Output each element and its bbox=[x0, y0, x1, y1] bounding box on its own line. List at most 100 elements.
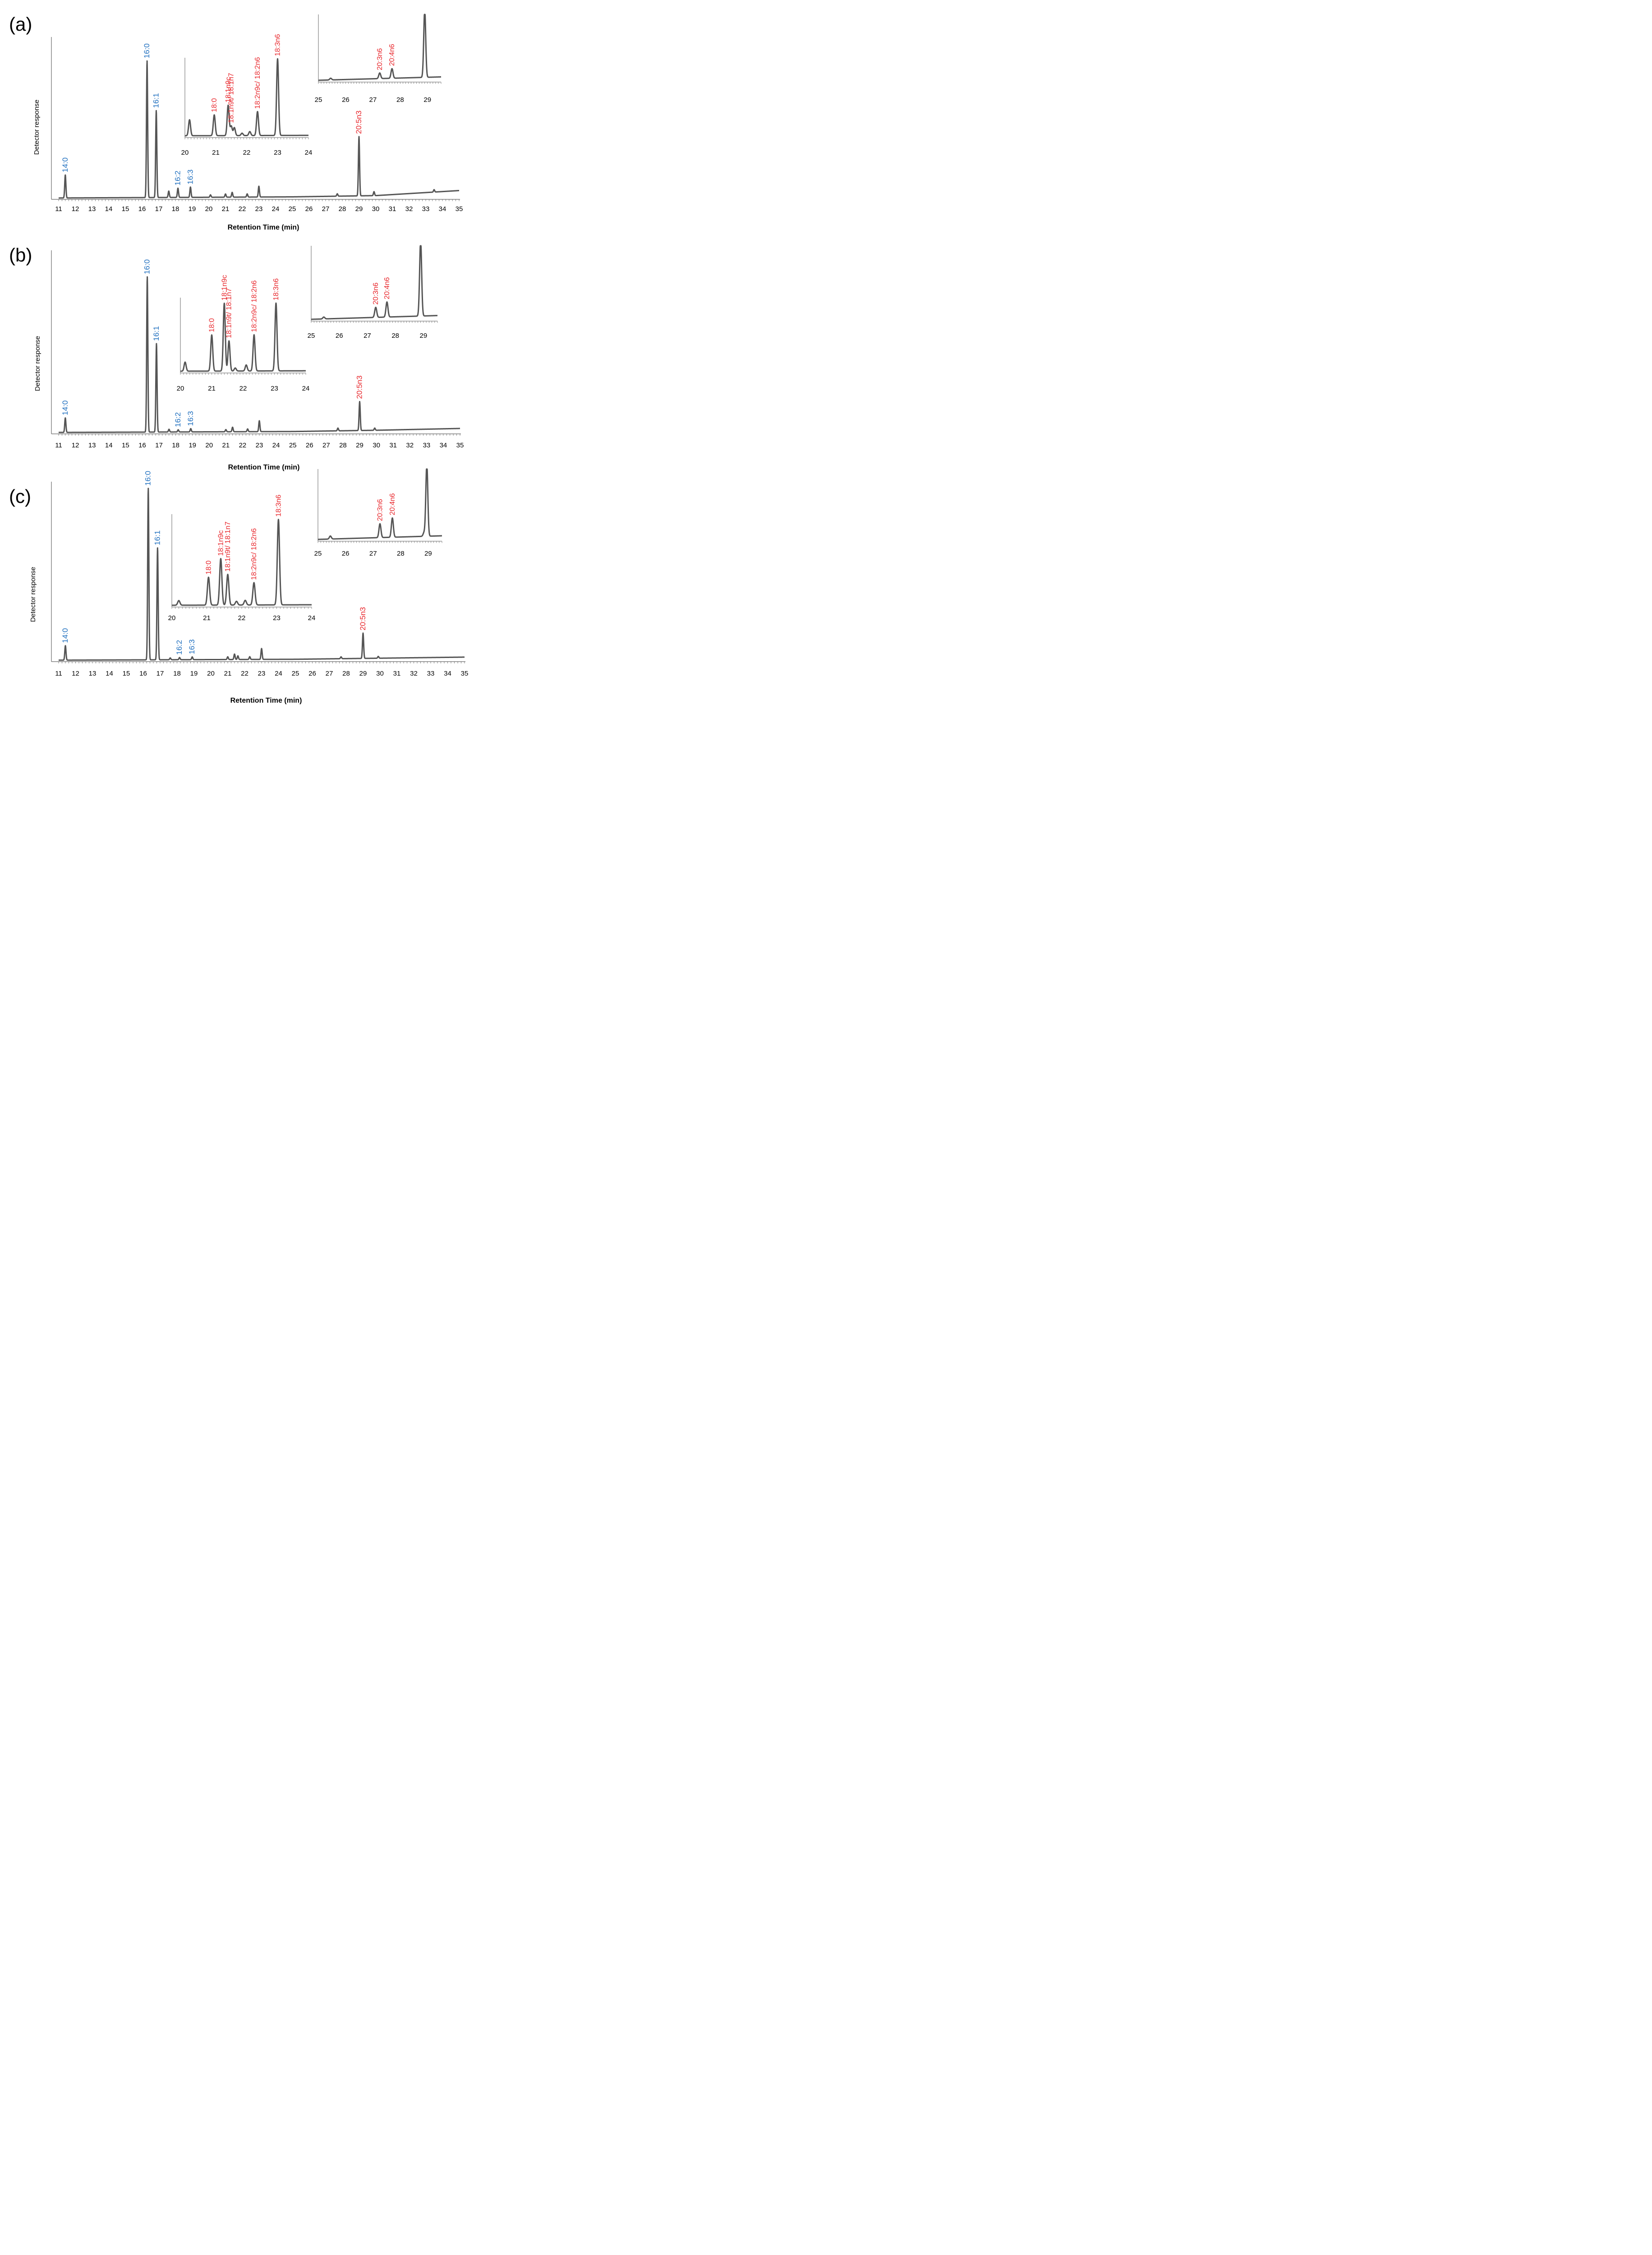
peak-apex-mark bbox=[231, 192, 233, 193]
peak-apex-mark bbox=[258, 185, 260, 187]
x-tick-label: 26 bbox=[306, 442, 313, 449]
inset-peak-apex-mark bbox=[379, 523, 381, 525]
inset-peak-label: 20:3n6 bbox=[372, 282, 380, 304]
inset-peak-label: 18:3n6 bbox=[272, 278, 280, 300]
peak-apex-mark bbox=[147, 488, 149, 489]
inset-peak-label: 18:1n9t/ 18:1n7 bbox=[224, 521, 232, 571]
x-tick-label: 18 bbox=[172, 442, 179, 449]
peak-apex-mark bbox=[337, 427, 339, 429]
inset-peak-apex-mark bbox=[257, 111, 258, 112]
x-tick-label: 18 bbox=[173, 670, 181, 677]
inset-tick-label: 21 bbox=[208, 385, 216, 392]
inset-peak-apex-mark bbox=[275, 302, 277, 304]
peak-label: 14:0 bbox=[61, 400, 69, 415]
x-tick-label: 28 bbox=[342, 670, 350, 677]
peak-apex-mark bbox=[64, 417, 66, 419]
peak-apex-mark bbox=[227, 656, 229, 658]
inset-tick-label: 23 bbox=[271, 385, 278, 392]
inset-peak-apex-mark bbox=[245, 364, 247, 366]
x-tick-label: 33 bbox=[427, 670, 435, 677]
x-tick-label: 18 bbox=[172, 205, 179, 213]
peak-apex-mark bbox=[340, 656, 342, 658]
x-tick-label: 25 bbox=[289, 442, 297, 449]
peak-apex-mark bbox=[179, 657, 180, 658]
inset-peak-label: 18:2n9c/ 18:2n6 bbox=[250, 528, 258, 580]
peak-apex-mark bbox=[190, 428, 192, 429]
x-tick-label: 28 bbox=[339, 205, 346, 213]
y-axis-title: Detector response bbox=[29, 567, 37, 622]
peak-label: 16:2 bbox=[174, 412, 182, 427]
peak-apex-mark bbox=[433, 189, 435, 191]
x-tick-label: 31 bbox=[389, 442, 397, 449]
inset-peak-apex-mark bbox=[249, 131, 251, 132]
peak-apex-mark bbox=[191, 656, 193, 658]
inset-peak-label: 18:2n9c/ 18:2n6 bbox=[250, 280, 258, 332]
x-tick-label: 28 bbox=[339, 442, 347, 449]
x-tick-label: 17 bbox=[156, 670, 164, 677]
panel-label: (b) bbox=[9, 244, 32, 266]
peak-label: 16:0 bbox=[143, 43, 151, 58]
peak-apex-mark bbox=[373, 191, 375, 193]
peak-label: 14:0 bbox=[61, 628, 69, 643]
peak-apex-mark bbox=[177, 187, 179, 189]
peak-label: 16:1 bbox=[152, 326, 161, 341]
inset-peak-label: 18:2n9c/ 18:2n6 bbox=[254, 57, 262, 109]
inset-peak-apex-mark bbox=[253, 582, 255, 584]
x-tick-label: 13 bbox=[88, 442, 96, 449]
inset-tick-label: 22 bbox=[238, 614, 246, 622]
peak-apex-mark bbox=[359, 401, 360, 403]
inset-tick-label: 25 bbox=[315, 96, 322, 104]
x-tick-label: 22 bbox=[241, 670, 248, 677]
x-tick-label: 24 bbox=[272, 442, 280, 449]
x-axis-title: Retention Time (min) bbox=[228, 464, 300, 471]
peak-apex-mark bbox=[249, 656, 251, 658]
x-tick-label: 16 bbox=[138, 442, 146, 449]
inset-peak-label: 20:4n6 bbox=[383, 277, 391, 299]
inset-peak-apex-mark bbox=[211, 334, 212, 336]
x-tick-label: 31 bbox=[393, 670, 401, 677]
x-tick-label: 20 bbox=[207, 670, 215, 677]
inset-peak-apex-mark bbox=[277, 58, 278, 60]
x-tick-label: 22 bbox=[239, 205, 246, 213]
x-tick-label: 14 bbox=[105, 205, 113, 213]
peak-apex-mark bbox=[261, 648, 262, 649]
inset-peak-apex-mark bbox=[253, 334, 255, 336]
inset-peak-apex-mark bbox=[178, 600, 179, 601]
peak-apex-mark bbox=[225, 193, 226, 195]
inset-tick-label: 23 bbox=[274, 149, 281, 156]
x-tick-label: 32 bbox=[410, 670, 418, 677]
peak-apex-mark bbox=[170, 657, 171, 659]
x-tick-label: 19 bbox=[189, 442, 196, 449]
x-tick-label: 33 bbox=[422, 205, 430, 213]
x-tick-label: 17 bbox=[155, 442, 163, 449]
panel-label: (a) bbox=[9, 14, 32, 35]
x-tick-label: 21 bbox=[224, 670, 232, 677]
inset-peak-label: 18:1n9t/ 18:1n7 bbox=[228, 73, 235, 123]
inset-peak-label: 18:1n9t/ 18:1n7 bbox=[225, 288, 233, 338]
x-tick-label: 35 bbox=[456, 205, 463, 213]
peak-label: 16:1 bbox=[152, 93, 160, 108]
inset-tick-label: 20 bbox=[168, 614, 176, 622]
inset-peak-apex-mark bbox=[423, 530, 425, 532]
inset-peak-label: 18:0 bbox=[211, 98, 218, 112]
inset-peak-apex-mark bbox=[213, 114, 215, 116]
chromatogram-trace bbox=[58, 276, 461, 433]
x-tick-label: 23 bbox=[258, 670, 266, 677]
inset-peak-apex-mark bbox=[227, 574, 229, 575]
peak-label: 20:5n3 bbox=[355, 376, 364, 399]
x-tick-label: 11 bbox=[55, 205, 62, 213]
inset-trace bbox=[171, 519, 313, 606]
inset-peak-apex-mark bbox=[189, 119, 190, 120]
x-tick-label: 24 bbox=[272, 205, 280, 213]
x-tick-label: 30 bbox=[372, 205, 380, 213]
inset-peak-label: 18:1n9c bbox=[225, 77, 232, 102]
inset-tick-label: 20 bbox=[177, 385, 184, 392]
peak-label: 20:5n3 bbox=[354, 110, 363, 134]
chart-panel-0: (a)11 12 13 14 15 16 17 18 19 20 21 22 23 24 25 26 27 28 2… bbox=[9, 14, 463, 231]
inset-tick-label: 21 bbox=[203, 614, 211, 622]
x-tick-label: 15 bbox=[123, 670, 130, 677]
peak-apex-mark bbox=[177, 429, 179, 431]
peak-label: 16:2 bbox=[175, 640, 184, 655]
inset-peak-apex-mark bbox=[235, 367, 236, 369]
